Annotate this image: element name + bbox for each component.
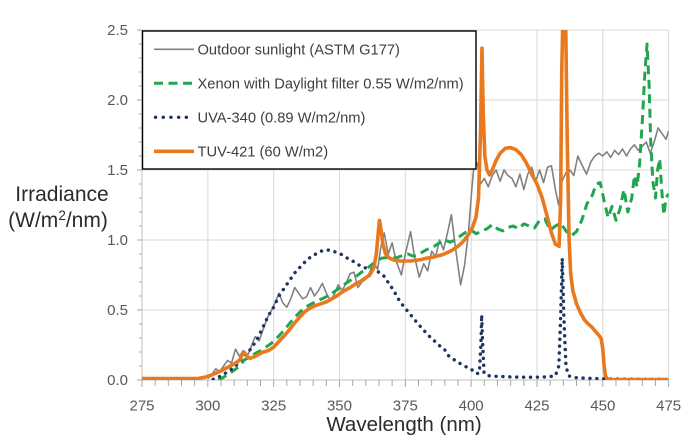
svg-text:Xenon with Daylight filter 0.5: Xenon with Daylight filter 0.55 W/m2/nm) xyxy=(198,76,464,92)
svg-text:TUV-421 (60 W/m2): TUV-421 (60 W/m2) xyxy=(198,144,329,160)
svg-text:375: 375 xyxy=(393,398,418,415)
svg-text:325: 325 xyxy=(261,398,286,415)
svg-text:275: 275 xyxy=(129,398,154,415)
svg-text:Irradiance: Irradiance xyxy=(15,183,108,206)
svg-text:2.0: 2.0 xyxy=(107,92,128,109)
svg-text:Outdoor sunlight (ASTM G177): Outdoor sunlight (ASTM G177) xyxy=(198,42,400,58)
svg-text:1.5: 1.5 xyxy=(107,162,128,179)
svg-text:475: 475 xyxy=(656,398,681,415)
svg-text:425: 425 xyxy=(524,398,549,415)
svg-text:450: 450 xyxy=(590,398,615,415)
svg-text:Wavelength (nm): Wavelength (nm) xyxy=(326,413,481,436)
svg-text:300: 300 xyxy=(195,398,220,415)
svg-text:350: 350 xyxy=(327,398,352,415)
svg-text:(W/m2/nm): (W/m2/nm) xyxy=(8,208,108,232)
svg-text:UVA-340 (0.89 W/m2/nm): UVA-340 (0.89 W/m2/nm) xyxy=(198,110,366,126)
svg-text:1.0: 1.0 xyxy=(107,232,128,249)
svg-text:0.0: 0.0 xyxy=(107,372,128,389)
svg-text:0.5: 0.5 xyxy=(107,302,128,319)
svg-text:2.5: 2.5 xyxy=(107,22,128,39)
svg-text:400: 400 xyxy=(459,398,484,415)
